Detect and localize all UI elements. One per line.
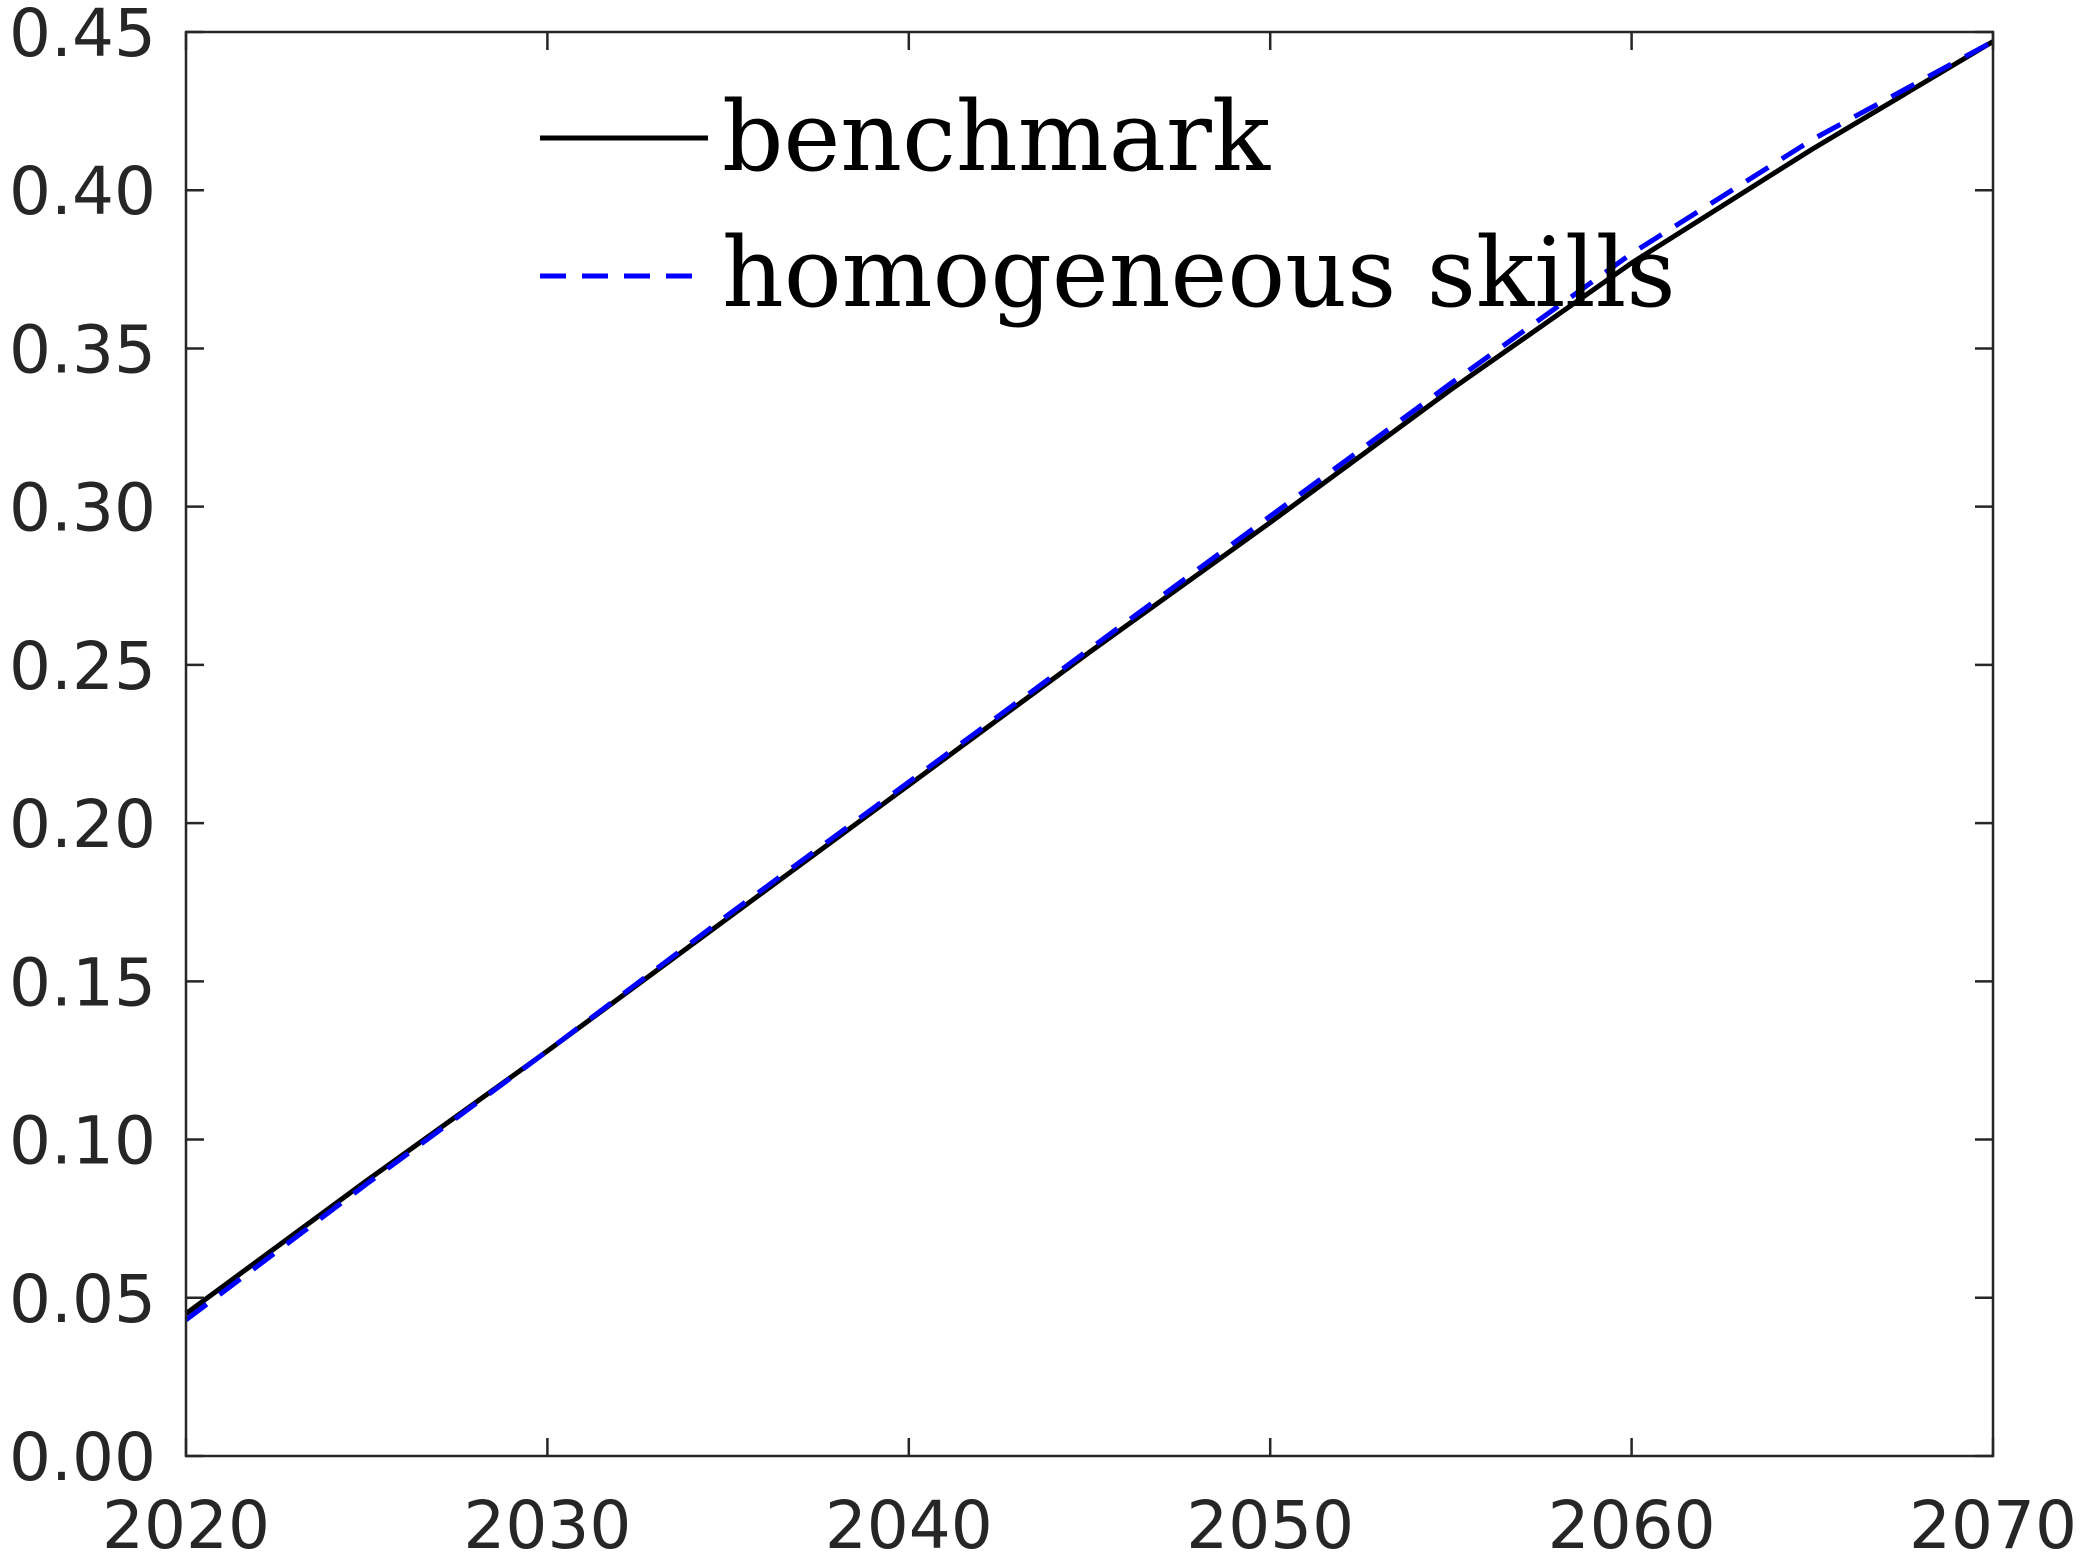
series-line-benchmark	[184, 39, 1995, 1316]
y-tick-label: 0.00	[9, 1419, 156, 1496]
y-tick-label: 0.45	[9, 0, 156, 72]
plot-background	[186, 32, 1993, 1456]
plot-area	[186, 32, 1993, 1456]
x-tick-label: 2040	[825, 1487, 993, 1554]
x-tick-label: 2070	[1909, 1487, 2077, 1554]
legend: benchmark homogeneous skills	[540, 81, 1676, 329]
x-tick-label: 2020	[102, 1487, 270, 1554]
y-tick-label: 0.20	[9, 786, 156, 863]
axes-box	[184, 30, 1995, 1458]
x-tick-label: 2030	[463, 1487, 631, 1554]
legend-label-benchmark: benchmark	[722, 81, 1271, 193]
y-tick-label: 0.15	[9, 944, 156, 1021]
y-tick-label: 0.35	[9, 311, 156, 388]
legend-label-homogeneous-skills: homogeneous skills	[722, 217, 1676, 329]
y-tick-label: 0.30	[9, 470, 156, 547]
series-line-homogeneous-skills	[184, 39, 1995, 1322]
x-tick-label: 2060	[1548, 1487, 1716, 1554]
axes: 2020 2030 2040 2050 2060 2070 0.00 0.05 0.10 0.15…	[9, 0, 2077, 1554]
y-tick-label: 0.40	[9, 153, 156, 230]
y-tick-label: 0.10	[9, 1103, 156, 1180]
x-tick-label: 2050	[1186, 1487, 1354, 1554]
y-tick-label: 0.25	[9, 628, 156, 705]
series-lines	[184, 39, 1995, 1322]
y-tick-label: 0.05	[9, 1261, 156, 1338]
